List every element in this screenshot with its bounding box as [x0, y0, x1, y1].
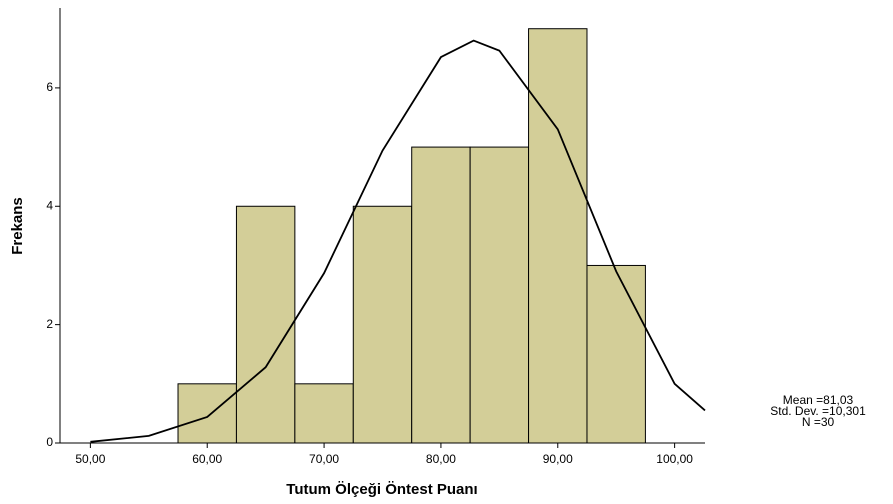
x-tick-label: 50,00: [75, 452, 105, 466]
stats-annotation: N =30: [802, 415, 835, 429]
stats-annotation: Mean =81,03: [783, 393, 854, 407]
bar: [294, 383, 354, 444]
bar: [586, 264, 646, 444]
x-tick-label: 90,00: [543, 452, 573, 466]
bar: [411, 146, 471, 444]
y-tick-label: 0: [46, 435, 53, 449]
bar: [469, 146, 530, 444]
y-axis-label: Frekans: [9, 197, 26, 255]
bar: [528, 28, 588, 444]
y-tick-label: 2: [46, 317, 53, 331]
y-tick-label: 6: [46, 80, 53, 94]
stats-annotation: Std. Dev. =10,301: [770, 404, 866, 418]
x-tick-label: 70,00: [309, 452, 339, 466]
x-tick-label: 100,00: [656, 452, 693, 466]
bar: [177, 383, 237, 444]
bar: [235, 205, 296, 444]
bar: [352, 205, 413, 444]
x-tick-label: 60,00: [192, 452, 222, 466]
x-axis-label: Tutum Ölçeği Öntest Puanı: [286, 481, 477, 498]
normal-curve: [90, 39, 706, 443]
x-tick-label: 80,00: [426, 452, 456, 466]
y-tick-label: 4: [46, 198, 53, 212]
